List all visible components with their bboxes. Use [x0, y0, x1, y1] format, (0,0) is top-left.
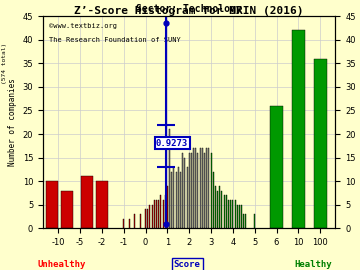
Bar: [215, 186, 216, 228]
Bar: [224, 195, 225, 228]
Bar: [46, 181, 58, 228]
Bar: [165, 195, 166, 228]
Bar: [195, 148, 196, 228]
Bar: [189, 153, 190, 228]
Bar: [178, 167, 179, 228]
Bar: [154, 200, 155, 228]
Bar: [149, 205, 150, 228]
Bar: [193, 148, 194, 228]
Bar: [197, 153, 198, 228]
Bar: [211, 153, 212, 228]
Bar: [176, 172, 177, 228]
Bar: [217, 191, 218, 228]
Bar: [200, 148, 201, 228]
Bar: [226, 195, 227, 228]
Bar: [208, 148, 210, 228]
Bar: [228, 200, 229, 228]
Text: Healthy: Healthy: [294, 260, 332, 269]
Bar: [270, 106, 283, 228]
Text: The Research Foundation of SUNY: The Research Foundation of SUNY: [49, 38, 180, 43]
Bar: [167, 186, 168, 228]
Text: Unhealthy: Unhealthy: [37, 260, 85, 269]
Text: Score: Score: [174, 260, 201, 269]
Bar: [241, 205, 242, 228]
Text: Sector: Technology: Sector: Technology: [136, 4, 242, 14]
Text: ©www.textbiz.org: ©www.textbiz.org: [49, 23, 117, 29]
Bar: [81, 176, 93, 228]
Bar: [171, 172, 172, 228]
Bar: [186, 167, 188, 228]
Bar: [61, 191, 73, 228]
Bar: [292, 31, 305, 228]
Bar: [243, 214, 244, 228]
Bar: [145, 209, 146, 228]
Bar: [221, 191, 222, 228]
Bar: [254, 214, 255, 228]
Bar: [147, 209, 148, 228]
Text: (574 total): (574 total): [3, 42, 8, 83]
Bar: [237, 205, 238, 228]
Title: Z’-Score Histogram for MRIN (2016): Z’-Score Histogram for MRIN (2016): [75, 6, 304, 16]
Bar: [219, 186, 220, 228]
Bar: [96, 181, 108, 228]
Bar: [314, 59, 327, 228]
Bar: [230, 200, 231, 228]
Bar: [160, 195, 161, 228]
Text: 0.9273: 0.9273: [156, 139, 188, 148]
Bar: [123, 219, 124, 228]
Bar: [162, 200, 163, 228]
Bar: [246, 214, 247, 228]
Bar: [156, 200, 157, 228]
Bar: [158, 200, 159, 228]
Bar: [169, 129, 170, 228]
Bar: [206, 148, 207, 228]
Bar: [180, 172, 181, 228]
Y-axis label: Number of companies: Number of companies: [8, 78, 17, 166]
Bar: [239, 205, 240, 228]
Bar: [202, 148, 203, 228]
Bar: [152, 205, 153, 228]
Bar: [204, 153, 205, 228]
Bar: [184, 158, 185, 228]
Bar: [140, 214, 141, 228]
Bar: [191, 153, 192, 228]
Bar: [213, 172, 214, 228]
Bar: [174, 167, 175, 228]
Bar: [182, 153, 183, 228]
Bar: [129, 219, 130, 228]
Bar: [134, 214, 135, 228]
